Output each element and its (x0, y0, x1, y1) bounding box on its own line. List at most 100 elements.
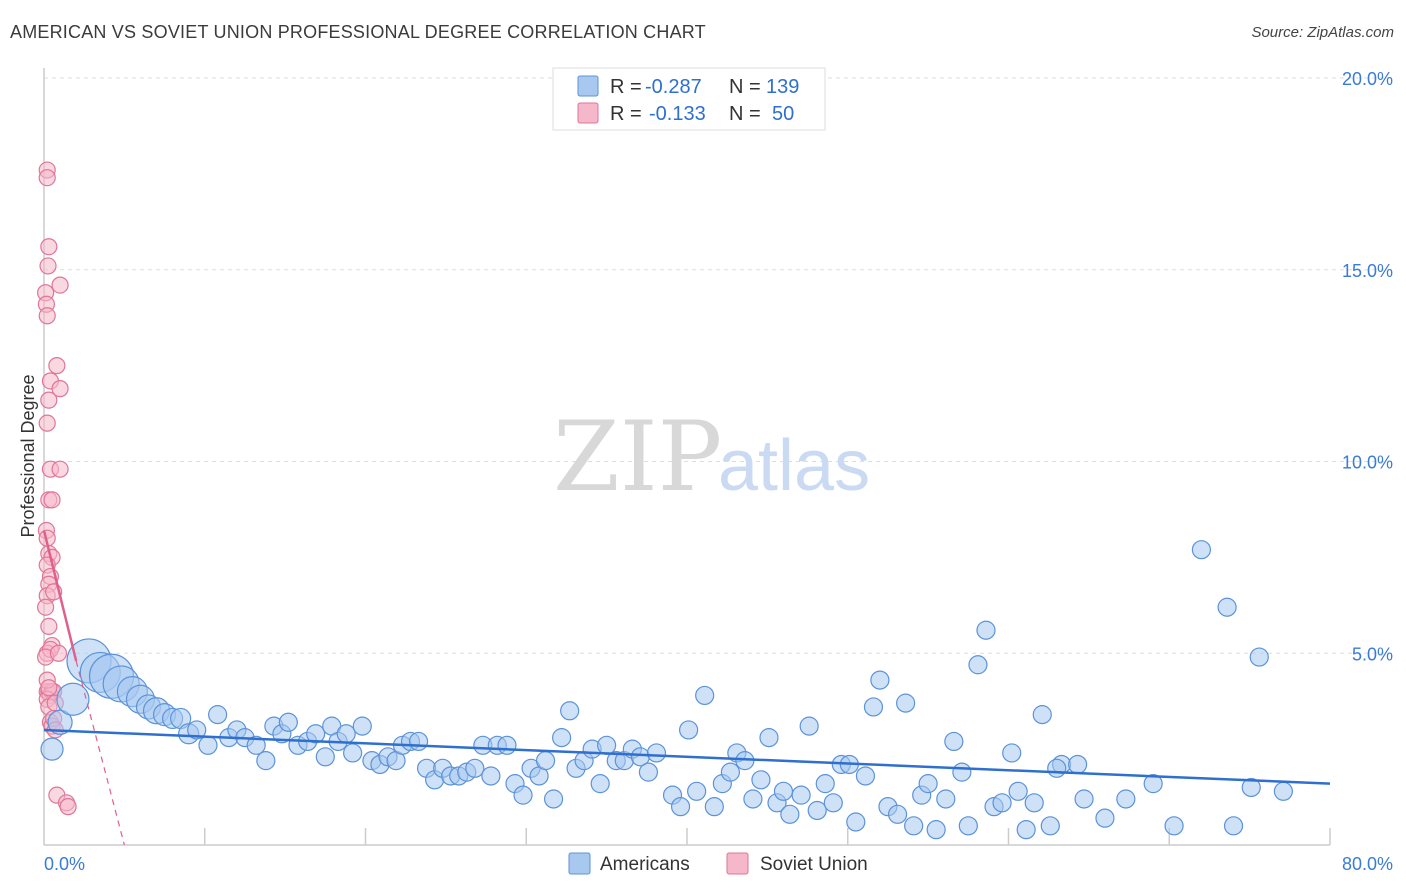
legend-swatch-americans (577, 75, 599, 97)
american-point-88 (791, 785, 811, 805)
american-point-32 (336, 724, 356, 744)
american-point-83 (751, 770, 771, 790)
american-point-57 (535, 751, 556, 771)
american-point-1 (47, 709, 73, 735)
legend-n-label-americans: N = (729, 76, 761, 98)
bottom-legend-americans: Americans (600, 854, 690, 875)
bottom-legend-swatch-americans (568, 852, 591, 875)
american-point-105 (926, 820, 946, 840)
soviet-point-2 (40, 238, 58, 256)
soviet-trend-line (42, 530, 78, 662)
soviet-point-7 (38, 307, 56, 325)
american-point-117 (1024, 793, 1044, 813)
american-point-128 (1217, 597, 1237, 617)
y-tick-label-20: 20.0% (1342, 69, 1393, 89)
american-point-75 (687, 781, 707, 801)
american-point-74 (679, 720, 699, 740)
american-point-131 (1273, 781, 1293, 801)
y-tick-label-10: 10.0% (1342, 453, 1393, 473)
american-point-100 (887, 804, 908, 824)
american-point-87 (780, 804, 800, 824)
american-point-33 (343, 743, 363, 763)
american-point-82 (743, 789, 763, 809)
trend-lines (42, 530, 1331, 846)
american-point-84 (759, 728, 779, 748)
american-point-22 (256, 751, 276, 771)
american-point-115 (1008, 781, 1028, 801)
soviet-point-47 (40, 679, 58, 697)
american-point-113 (992, 793, 1012, 813)
y-axis-label: Professional Degree (18, 374, 38, 537)
american-point-86 (773, 781, 794, 801)
y-tick-labels: 5.0% 10.0% 15.0% 20.0% (1342, 69, 1393, 664)
american-point-121 (1068, 754, 1088, 775)
american-point-52 (497, 735, 517, 755)
soviet-point-3 (39, 257, 57, 275)
american-point-130 (1249, 647, 1269, 667)
american-point-119 (1040, 816, 1060, 836)
american-point-125 (1143, 774, 1163, 794)
american-point-92 (823, 793, 843, 813)
american-point-15 (187, 720, 207, 740)
americans-trend-line (43, 728, 1331, 785)
american-point-109 (958, 816, 978, 836)
legend-n-value-soviet: 50 (772, 103, 794, 125)
soviet-point-25 (37, 598, 55, 616)
x-ticks (204, 828, 1331, 845)
bottom-legend-soviet: Soviet Union (760, 854, 868, 875)
american-point-122 (1074, 789, 1094, 809)
american-point-96 (855, 766, 876, 786)
american-point-34 (352, 716, 372, 736)
soviet-point-45 (59, 798, 77, 816)
soviet-point-10 (51, 380, 69, 398)
soviet-point-14 (51, 460, 69, 478)
american-point-98 (870, 670, 890, 690)
american-point-28 (306, 724, 326, 744)
soviet-point-8 (48, 357, 66, 375)
american-point-111 (976, 620, 996, 640)
source-label: Source: ZipAtlas.com (1251, 24, 1394, 41)
x-tick-label-min: 0.0% (44, 854, 85, 874)
american-point-101 (896, 693, 916, 713)
correlation-legend: R = -0.287 N = 139 R = -0.133 N = 50 (552, 67, 826, 131)
soviet-point-11 (40, 391, 58, 409)
american-point-29 (315, 747, 335, 767)
american-point-89 (799, 716, 819, 736)
american-point-110 (968, 655, 988, 675)
soviet-point-12 (38, 414, 56, 432)
american-point-54 (513, 785, 533, 805)
series-legend: Americans Soviet Union (568, 852, 868, 875)
american-point-0 (40, 737, 64, 761)
american-point-90 (807, 800, 827, 821)
american-point-132 (1223, 816, 1244, 836)
soviet-point-1 (38, 169, 56, 187)
american-point-64 (590, 774, 610, 794)
soviet-point-48 (49, 644, 68, 662)
grid (44, 77, 1393, 654)
soviet-point-4 (51, 276, 69, 294)
american-point-41 (408, 731, 429, 752)
x-tick-label-max: 80.0% (1342, 854, 1393, 874)
american-point-16 (198, 735, 218, 755)
american-point-116 (1016, 820, 1036, 840)
y-tick-label-5: 5.0% (1352, 644, 1393, 664)
legend-r-label-soviet: R = (610, 103, 642, 125)
american-point-73 (670, 797, 691, 817)
american-point-2 (56, 682, 90, 716)
soviet-trend-line-extension (75, 660, 125, 846)
american-point-124 (1116, 789, 1136, 809)
american-point-70 (638, 762, 659, 782)
watermark-atlas: atlas (718, 426, 870, 506)
american-point-129 (1241, 777, 1261, 798)
american-point-133 (1047, 758, 1067, 778)
american-point-79 (720, 762, 741, 782)
american-point-108 (952, 762, 972, 782)
american-point-126 (1164, 816, 1184, 836)
watermark-zip: ZIP (553, 401, 722, 513)
american-point-95 (846, 812, 866, 832)
american-point-71 (646, 743, 667, 763)
american-point-50 (481, 766, 501, 786)
american-point-127 (1191, 540, 1212, 560)
americans-points (40, 540, 1293, 840)
